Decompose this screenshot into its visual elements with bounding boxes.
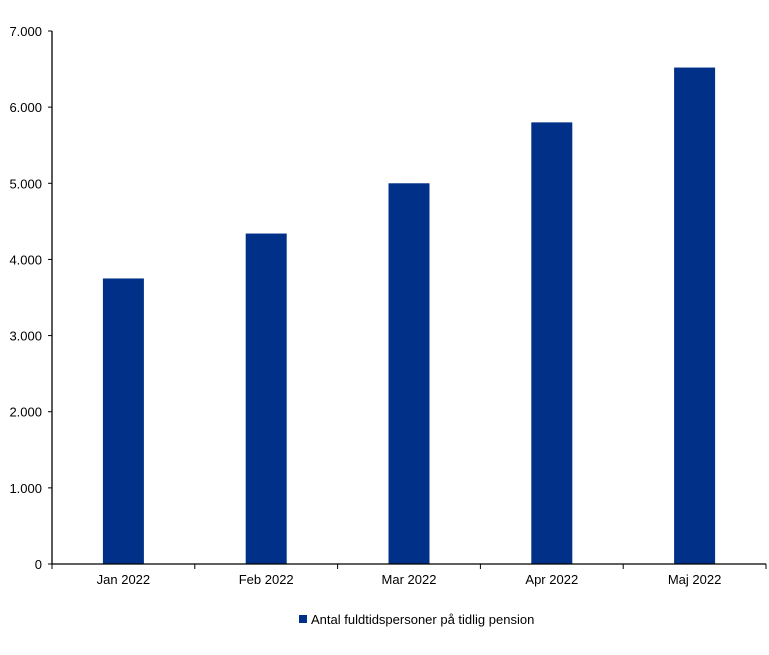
x-tick-label: Jan 2022	[97, 572, 151, 587]
x-tick-label: Apr 2022	[525, 572, 578, 587]
bar-maj-2022	[674, 67, 716, 564]
y-tick-label: 4.000	[9, 252, 42, 267]
y-tick-label: 7.000	[9, 24, 42, 39]
bar-jan-2022	[102, 278, 144, 564]
legend-label: Antal fuldtidspersoner på tidlig pension	[311, 612, 534, 627]
x-tick-label: Feb 2022	[239, 572, 294, 587]
x-tick-label: Maj 2022	[668, 572, 721, 587]
legend-swatch	[299, 615, 307, 623]
y-tick-label: 0	[35, 557, 42, 572]
y-tick-label: 6.000	[9, 100, 42, 115]
y-tick-label: 1.000	[9, 481, 42, 496]
y-tick-label: 5.000	[9, 176, 42, 191]
bar-apr-2022	[531, 122, 573, 564]
x-tick-label: Mar 2022	[382, 572, 437, 587]
y-tick-label: 2.000	[9, 405, 42, 420]
y-tick-label: 3.000	[9, 329, 42, 344]
bar-feb-2022	[245, 233, 287, 565]
bar-mar-2022	[388, 183, 430, 565]
